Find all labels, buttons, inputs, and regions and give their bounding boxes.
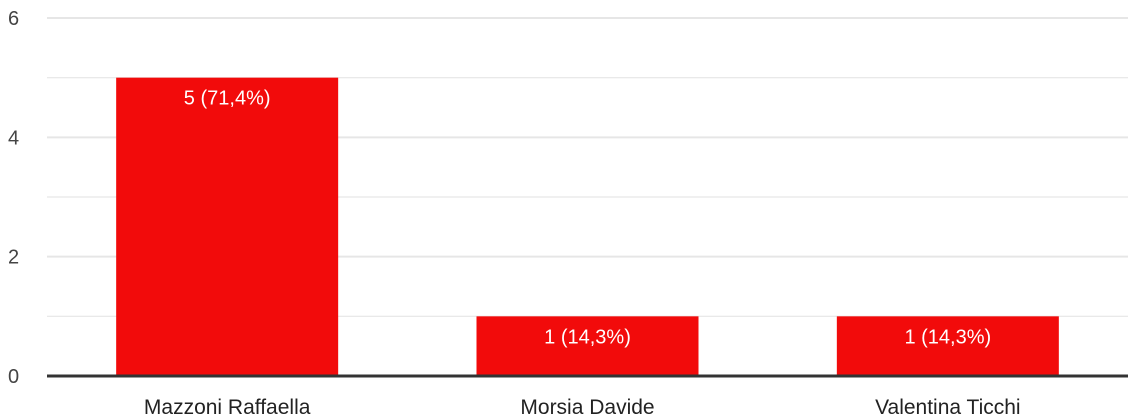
y-axis-ticks: 0 2 4 6	[8, 8, 19, 388]
bar-data-label: 1 (14,3%)	[904, 326, 991, 348]
bar	[476, 316, 699, 376]
y-tick-label: 4	[8, 127, 19, 149]
y-tick-label: 6	[8, 8, 19, 30]
bar-data-label: 5 (71,4%)	[184, 88, 271, 110]
category-labels: Mazzoni Raffaella Morsia Davide Valentina …	[144, 396, 1021, 419]
x-category-label: Mazzoni Raffaella	[144, 396, 311, 419]
bar-data-label: 1 (14,3%)	[544, 326, 631, 348]
bar	[836, 316, 1059, 376]
bars: 5 (71,4%) 1 (14,3%) 1 (14,3%)	[116, 77, 1059, 377]
x-category-label: Morsia Davide	[520, 396, 654, 419]
y-tick-label: 2	[8, 247, 19, 269]
y-tick-label: 0	[8, 366, 19, 388]
x-category-label: Valentina Ticchi	[875, 396, 1021, 419]
bar	[116, 77, 339, 377]
